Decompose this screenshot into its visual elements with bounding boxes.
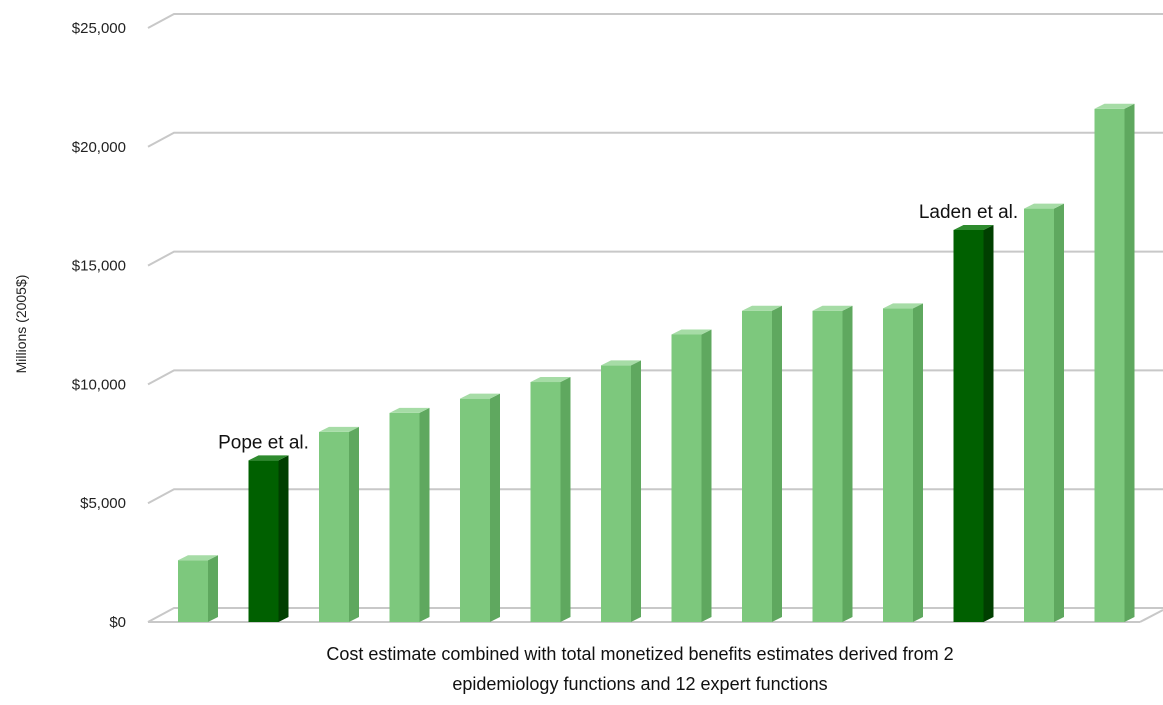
bar-side — [913, 303, 923, 622]
bar-top — [812, 305, 853, 311]
bar-side — [278, 455, 289, 622]
bar-front — [248, 460, 279, 622]
x-axis-label-line-1: Cost estimate combined with total moneti… — [326, 644, 953, 664]
bar-front — [812, 310, 843, 622]
bar-front — [1094, 108, 1125, 622]
bar-top — [601, 360, 641, 366]
bars — [178, 103, 1135, 623]
bar-annotation: Pope et al. — [218, 432, 309, 453]
bar-top — [883, 303, 923, 309]
bar-front — [530, 382, 561, 622]
bar-top — [1094, 103, 1135, 109]
bar-side — [701, 329, 712, 622]
bar-front — [742, 310, 772, 622]
bar-top — [1024, 203, 1064, 209]
bar-top — [319, 426, 359, 432]
bar-front — [953, 229, 984, 622]
y-tick-label: $15,000 — [72, 258, 126, 275]
bar — [389, 407, 430, 622]
gridline — [147, 250, 1163, 267]
bar — [742, 305, 782, 622]
bar — [248, 455, 289, 622]
bar-front — [883, 308, 913, 622]
bar-top — [530, 377, 571, 383]
bar — [460, 393, 500, 622]
bar — [953, 224, 994, 622]
bar — [812, 305, 853, 622]
bar-top — [742, 305, 782, 311]
y-tick-label: $20,000 — [72, 139, 126, 156]
y-tick-label: $5,000 — [80, 495, 126, 512]
bar — [671, 329, 712, 622]
bar-front — [601, 365, 631, 622]
bar-top — [248, 455, 289, 461]
gridline — [147, 369, 1163, 386]
gridlines — [147, 13, 1163, 623]
bar — [883, 303, 923, 622]
bar-side — [560, 377, 571, 622]
bar-side — [842, 305, 853, 622]
bar-front — [389, 412, 420, 622]
y-tick-label: $10,000 — [72, 376, 126, 393]
bar — [530, 377, 571, 622]
bar-annotation: Laden et al. — [919, 202, 1018, 223]
gridline — [147, 488, 1163, 505]
bar — [319, 426, 359, 622]
y-tick-label: $0 — [109, 614, 126, 631]
floor-edge — [1139, 609, 1163, 623]
bar — [1094, 103, 1135, 622]
bar-side — [490, 393, 500, 622]
gridline — [147, 131, 1163, 148]
y-tick-label: $25,000 — [72, 20, 126, 37]
bar — [1024, 203, 1064, 623]
gridline — [147, 13, 1163, 29]
bar — [178, 555, 218, 622]
bar-top — [178, 555, 218, 561]
bar-side — [983, 224, 994, 622]
bar-top — [460, 393, 500, 399]
bar-top — [953, 224, 994, 230]
bar-front — [178, 560, 208, 622]
bar-side — [772, 305, 782, 622]
bar-front — [1024, 208, 1054, 623]
gridline — [147, 607, 1163, 623]
bar-side — [208, 555, 218, 622]
annotations: Pope et al. Laden et al. — [218, 202, 1018, 453]
y-axis-label: Millions (2005$) — [13, 275, 29, 374]
y-axis-ticks: $0 $5,000 $10,000 $15,000 $20,000 $25,000 — [72, 20, 126, 631]
bar-front — [460, 398, 490, 622]
x-axis-label-line-2: epidemiology functions and 12 expert fun… — [452, 674, 827, 694]
bar-side — [1124, 103, 1135, 622]
bar — [601, 360, 641, 622]
bar-side — [631, 360, 641, 622]
bar-side — [349, 426, 359, 622]
bar-top — [389, 407, 430, 413]
bar-side — [1054, 203, 1064, 623]
bar-top — [671, 329, 712, 335]
bar-front — [671, 334, 702, 622]
bar-side — [419, 407, 430, 622]
bar-front — [319, 431, 349, 622]
